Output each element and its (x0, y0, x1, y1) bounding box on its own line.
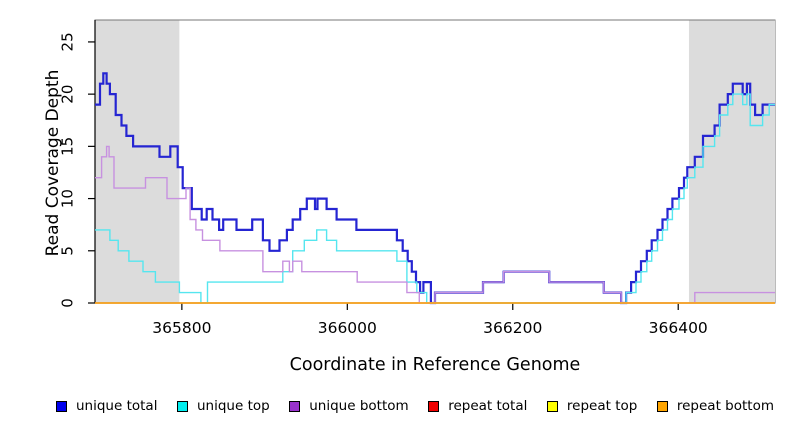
legend-entry-repeat-total: repeat total (428, 398, 527, 414)
shaded-region-0 (95, 20, 180, 303)
y-tick-label: 20 (59, 85, 77, 104)
series-line-unique-bottom (95, 145, 775, 304)
legend-entry-unique-total: unique total (56, 398, 157, 414)
shaded-region-1 (688, 20, 775, 303)
series-line-unique-total (95, 72, 775, 305)
x-tick-label: 365800 (152, 319, 211, 337)
legend-label: repeat total (448, 398, 528, 414)
legend-label: repeat top (566, 398, 638, 414)
legend-swatch-icon (177, 400, 188, 412)
y-tick-label: 5 (59, 246, 77, 256)
legend-swatch-icon (428, 400, 440, 412)
y-tick-label: 0 (59, 298, 77, 308)
x-tick-label: 366200 (483, 319, 542, 337)
legend-entry-unique-bottom: unique bottom (289, 398, 409, 414)
x-axis-title: Coordinate in Reference Genome (289, 355, 581, 375)
coverage-plot: 0 5 10 15 20 25 365800 366000 366200 366400 (59, 19, 776, 337)
x-tick-label: 366400 (649, 319, 708, 337)
legend-swatch-icon (656, 400, 668, 412)
y-tick-label: 10 (59, 189, 77, 208)
legend-entry-unique-top: unique top (177, 398, 270, 414)
legend: unique total unique top unique bottom repea… (0, 398, 792, 414)
y-tick-label: 15 (59, 137, 77, 156)
legend-entry-repeat-top: repeat top (546, 398, 638, 414)
legend-swatch-icon (289, 400, 301, 412)
legend-swatch-icon (546, 400, 558, 412)
legend-label: unique bottom (309, 398, 409, 414)
plot-box (94, 19, 776, 304)
legend-swatch-icon (56, 400, 67, 412)
y-axis-title: Read Coverage Depth (43, 69, 63, 257)
legend-label: unique total (76, 398, 158, 414)
legend-entry-repeat-bottom: repeat bottom (656, 398, 774, 414)
x-tick-label: 366000 (318, 319, 377, 337)
y-tick-label: 25 (59, 32, 77, 51)
legend-label: repeat bottom (676, 398, 774, 414)
legend-label: unique top (197, 398, 270, 414)
